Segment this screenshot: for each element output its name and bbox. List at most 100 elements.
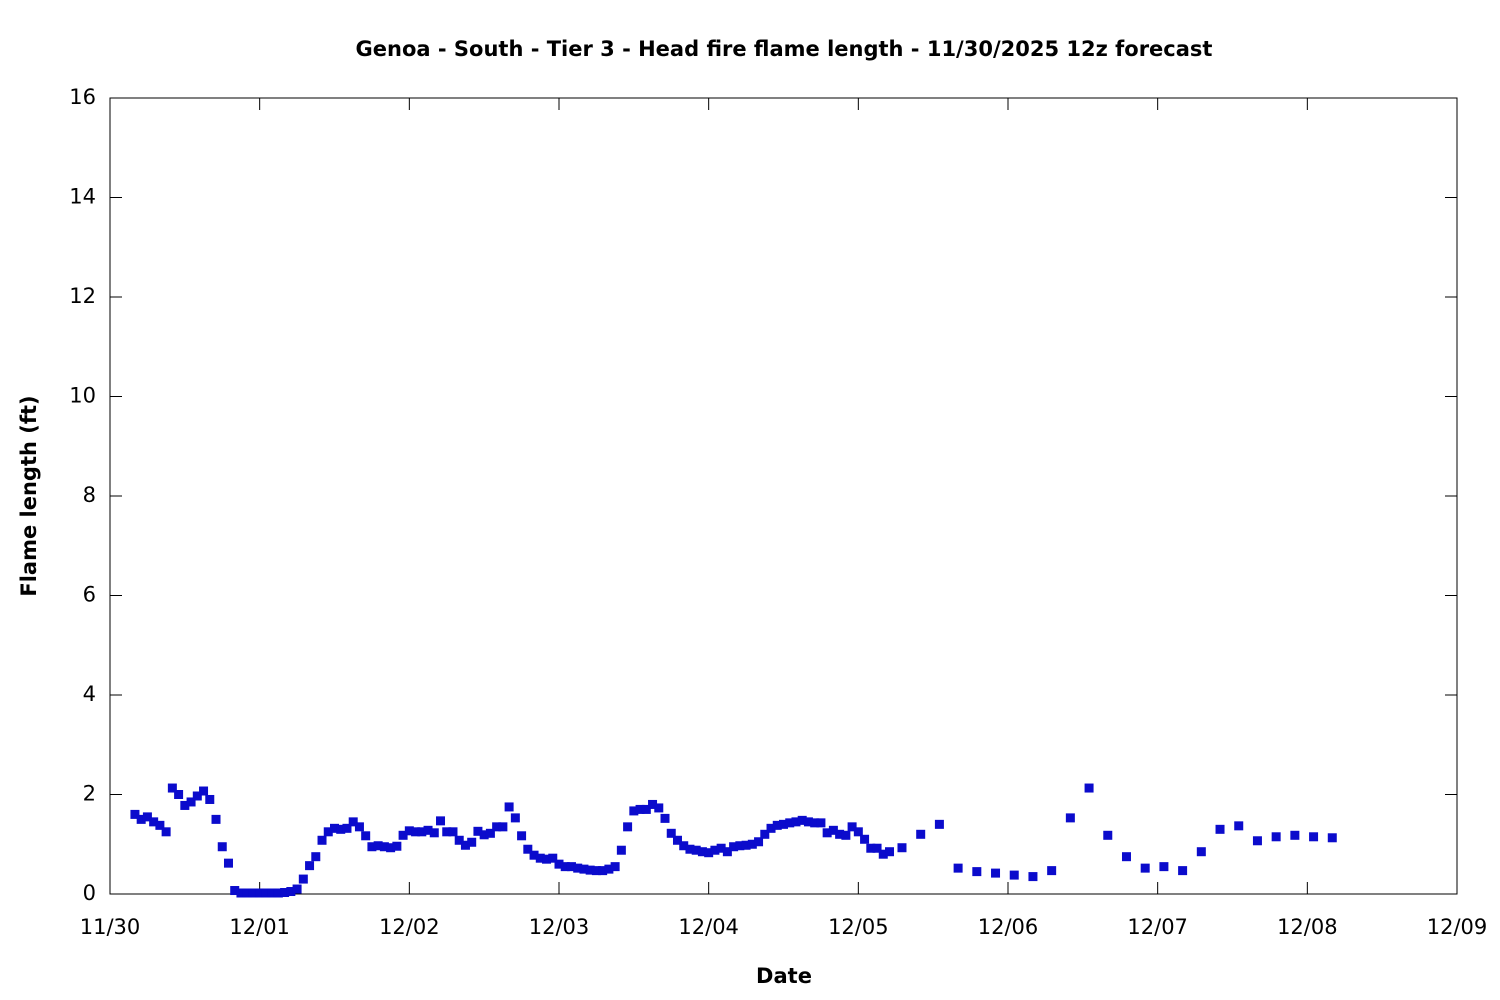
data-point (579, 864, 589, 874)
data-point (223, 858, 233, 868)
data-point (467, 837, 477, 847)
data-point (529, 850, 539, 860)
data-point (885, 847, 895, 857)
data-point (860, 834, 870, 844)
data-point (361, 831, 371, 841)
data-point (585, 865, 595, 875)
data-point (205, 794, 215, 804)
data-point (710, 845, 720, 855)
data-point (417, 827, 427, 837)
data-point (211, 814, 221, 824)
x-tick-label: 11/30 (80, 915, 141, 939)
data-point (217, 842, 227, 852)
data-point (398, 830, 408, 840)
data-point (174, 790, 184, 799)
data-point (317, 835, 327, 845)
data-point (373, 841, 383, 851)
data-point (342, 823, 352, 833)
data-point (729, 842, 739, 852)
data-point (1047, 866, 1057, 876)
data-point (330, 823, 339, 833)
data-point (554, 859, 564, 869)
data-point (1234, 821, 1244, 831)
x-tick-label: 12/05 (828, 915, 889, 939)
x-tick-label: 12/08 (1277, 915, 1338, 939)
y-tick-label: 6 (83, 583, 96, 607)
data-point (1065, 813, 1075, 823)
data-point (897, 843, 907, 853)
data-point (835, 829, 845, 839)
data-point (504, 802, 514, 812)
data-point (535, 853, 545, 863)
data-point (560, 862, 570, 872)
data-point (379, 842, 389, 852)
data-point (1140, 863, 1150, 873)
data-point (273, 888, 283, 898)
data-point (186, 797, 196, 807)
data-point (623, 822, 633, 832)
y-tick-label: 10 (69, 384, 96, 408)
data-point (367, 842, 377, 852)
data-point (192, 791, 202, 801)
data-point (1103, 830, 1113, 840)
data-point (610, 862, 620, 872)
data-point (629, 806, 639, 816)
data-point (754, 837, 764, 847)
data-point (167, 783, 177, 793)
data-point (442, 827, 452, 837)
data-point (1309, 832, 1319, 842)
data-point (292, 884, 302, 894)
data-point (149, 817, 159, 827)
data-point (654, 803, 664, 813)
data-point (199, 786, 209, 796)
data-point (1271, 832, 1281, 842)
data-point (822, 828, 832, 838)
data-point (691, 845, 701, 855)
data-point (810, 818, 820, 828)
data-point (1028, 872, 1038, 882)
y-tick-label: 16 (69, 85, 96, 109)
data-point (236, 888, 246, 898)
x-tick-label: 12/02 (379, 915, 440, 939)
data-point (242, 888, 252, 898)
data-point (460, 840, 470, 850)
data-point (392, 841, 402, 851)
data-point (635, 804, 645, 814)
data-point (872, 843, 882, 853)
data-point (672, 835, 682, 845)
data-point (641, 804, 651, 814)
data-point (766, 823, 776, 833)
data-point (697, 847, 707, 857)
data-point (517, 831, 527, 841)
data-point (180, 800, 190, 810)
data-point (155, 820, 165, 830)
data-point (498, 822, 508, 832)
y-tick-label: 4 (83, 682, 96, 706)
y-tick-label: 14 (69, 185, 96, 209)
data-point (1159, 862, 1169, 872)
data-point (598, 866, 608, 876)
data-point (448, 827, 458, 837)
data-point (436, 816, 446, 826)
data-point (704, 848, 714, 858)
plot-frame (109, 97, 1458, 895)
data-point (286, 887, 296, 897)
data-point (878, 849, 888, 859)
data-point (1290, 830, 1300, 840)
data-point (548, 853, 558, 863)
y-tick-label: 0 (83, 881, 96, 905)
data-point (136, 814, 146, 824)
y-axis-label: Flame length (ft) (17, 395, 41, 596)
data-point (760, 829, 770, 839)
data-point (423, 825, 433, 835)
data-point (510, 813, 520, 823)
chart-title: Genoa - South - Tier 3 - Head fire flame… (356, 37, 1213, 61)
data-point (411, 827, 421, 837)
data-point (616, 845, 626, 855)
data-point (803, 817, 813, 827)
data-point (404, 826, 414, 836)
y-tick-label: 2 (83, 782, 96, 806)
data-point (248, 888, 258, 898)
